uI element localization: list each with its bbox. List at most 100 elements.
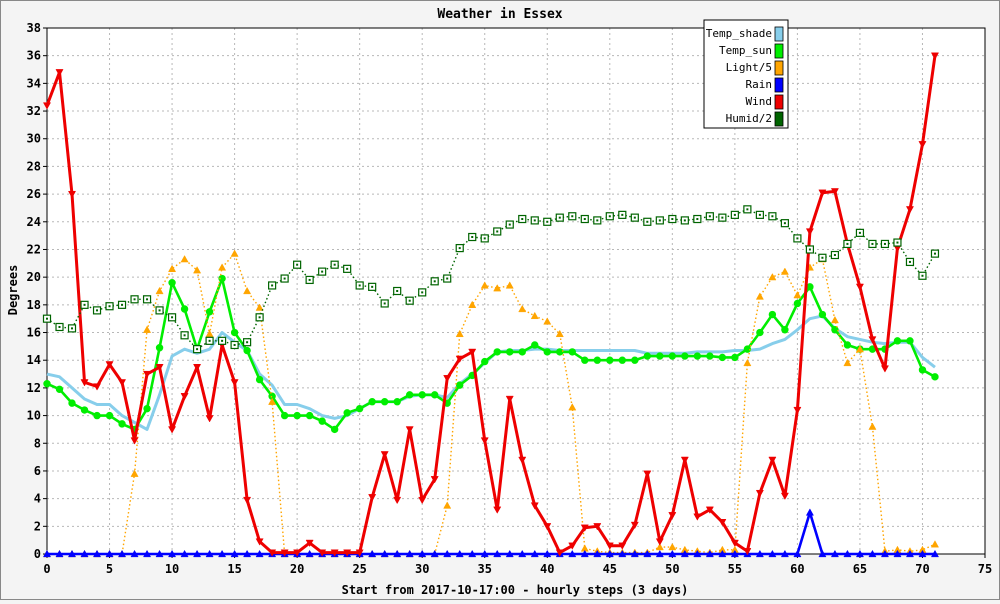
data-point-humid-2-dot xyxy=(471,236,474,239)
data-point-rain xyxy=(530,549,539,558)
data-point-light-5 xyxy=(780,267,789,275)
data-point-temp-sun xyxy=(380,398,389,406)
data-point-humid-2-dot xyxy=(558,216,561,219)
data-point-humid-2-dot xyxy=(371,285,374,288)
data-point-rain xyxy=(468,549,477,558)
y-tick-label: 38 xyxy=(27,21,41,35)
data-point-rain xyxy=(305,549,314,558)
data-point-wind xyxy=(355,549,364,557)
data-point-temp-sun xyxy=(593,356,601,364)
data-point-wind xyxy=(918,141,927,149)
data-point-light-5 xyxy=(130,469,139,477)
data-point-wind xyxy=(630,521,639,530)
data-point-wind xyxy=(455,355,464,363)
data-point-rain xyxy=(518,549,527,558)
data-point-rain xyxy=(830,549,839,558)
y-tick-label: 28 xyxy=(27,159,41,173)
data-point-humid-2-dot xyxy=(583,218,586,221)
data-point-wind xyxy=(67,190,77,199)
data-point-humid-2-dot xyxy=(833,254,836,257)
chart-title: Weather in Essex xyxy=(437,7,562,22)
data-point-light-5 xyxy=(443,501,452,509)
data-point-wind xyxy=(105,361,114,369)
y-tick-label: 16 xyxy=(27,326,41,340)
data-point-humid-2-dot xyxy=(308,278,311,281)
data-point-wind xyxy=(230,379,239,387)
data-point-rain xyxy=(693,549,702,558)
data-point-humid-2-dot xyxy=(408,299,411,302)
y-tick-label: 2 xyxy=(34,519,41,533)
data-point-humid-2-dot xyxy=(821,256,824,259)
data-point-light-5 xyxy=(155,286,164,295)
legend-label: Light/5 xyxy=(726,61,772,74)
data-point-rain xyxy=(643,549,652,558)
data-point-temp-sun xyxy=(706,352,714,360)
data-point-rain xyxy=(80,549,89,558)
x-tick-label: 50 xyxy=(665,562,679,576)
data-point-wind xyxy=(693,513,702,521)
data-point-wind xyxy=(805,228,814,236)
data-point-light-5 xyxy=(930,540,939,548)
legend-swatch xyxy=(774,111,784,127)
data-point-wind xyxy=(730,539,739,548)
x-tick-label: 10 xyxy=(165,562,179,576)
data-point-humid-2-dot xyxy=(146,298,149,301)
data-point-rain xyxy=(55,549,64,558)
data-point-humid-2-dot xyxy=(446,277,449,280)
data-point-temp-sun xyxy=(606,356,614,364)
data-point-rain xyxy=(430,549,439,558)
data-point-rain xyxy=(805,508,814,516)
series-line-temp-sun xyxy=(46,277,936,431)
data-point-humid-2-dot xyxy=(858,231,861,234)
data-point-wind xyxy=(705,506,714,514)
data-point-humid-2-dot xyxy=(221,339,224,342)
data-point-humid-2-dot xyxy=(121,303,124,306)
data-point-wind xyxy=(868,336,877,344)
data-point-temp-sun xyxy=(731,353,739,362)
data-point-humid-2-dot xyxy=(496,230,499,233)
data-point-wind xyxy=(55,69,64,77)
data-point-humid-2-dot xyxy=(521,218,524,221)
data-point-wind xyxy=(330,549,339,557)
data-point-temp-sun xyxy=(368,398,376,406)
data-point-light-5 xyxy=(568,403,577,411)
data-point-light-5 xyxy=(868,422,877,430)
data-point-rain xyxy=(705,549,714,558)
data-point-humid-2-dot xyxy=(621,213,624,216)
x-tick-label: 35 xyxy=(478,562,492,576)
data-point-wind xyxy=(305,539,314,548)
data-point-wind xyxy=(518,456,527,464)
legend-label: Wind xyxy=(746,95,773,108)
data-point-rain xyxy=(143,549,152,558)
data-point-humid-2-dot xyxy=(896,241,899,244)
x-tick-label: 30 xyxy=(415,562,429,576)
data-point-humid-2-dot xyxy=(171,316,174,319)
data-point-humid-2-dot xyxy=(358,284,361,287)
data-point-humid-2-dot xyxy=(333,263,336,266)
data-point-light-5 xyxy=(268,397,277,405)
data-point-humid-2-dot xyxy=(483,237,486,240)
x-tick-label: 40 xyxy=(540,562,554,576)
data-point-wind xyxy=(568,542,577,550)
grid xyxy=(46,27,986,555)
data-point-humid-2-dot xyxy=(208,339,211,342)
data-point-temp-sun xyxy=(293,411,301,420)
data-point-humid-2-dot xyxy=(671,218,674,221)
data-point-humid-2-dot xyxy=(246,341,249,344)
data-point-temp-sun xyxy=(781,326,789,334)
series-rain xyxy=(42,508,939,558)
data-point-humid-2-dot xyxy=(596,219,599,222)
x-tick-label: 65 xyxy=(853,562,867,576)
data-point-light-5 xyxy=(480,281,489,289)
data-point-humid-2-dot xyxy=(458,247,461,250)
data-point-humid-2-dot xyxy=(508,223,511,226)
series-temp-sun xyxy=(43,274,939,434)
data-point-rain xyxy=(93,549,102,558)
data-point-temp-sun xyxy=(493,348,501,356)
data-point-rain xyxy=(368,549,377,558)
data-point-temp-sun xyxy=(205,308,214,316)
data-point-rain xyxy=(230,549,239,558)
data-point-humid-2-dot xyxy=(108,305,111,308)
data-point-humid-2-dot xyxy=(271,284,274,287)
data-point-temp-sun xyxy=(843,341,852,349)
